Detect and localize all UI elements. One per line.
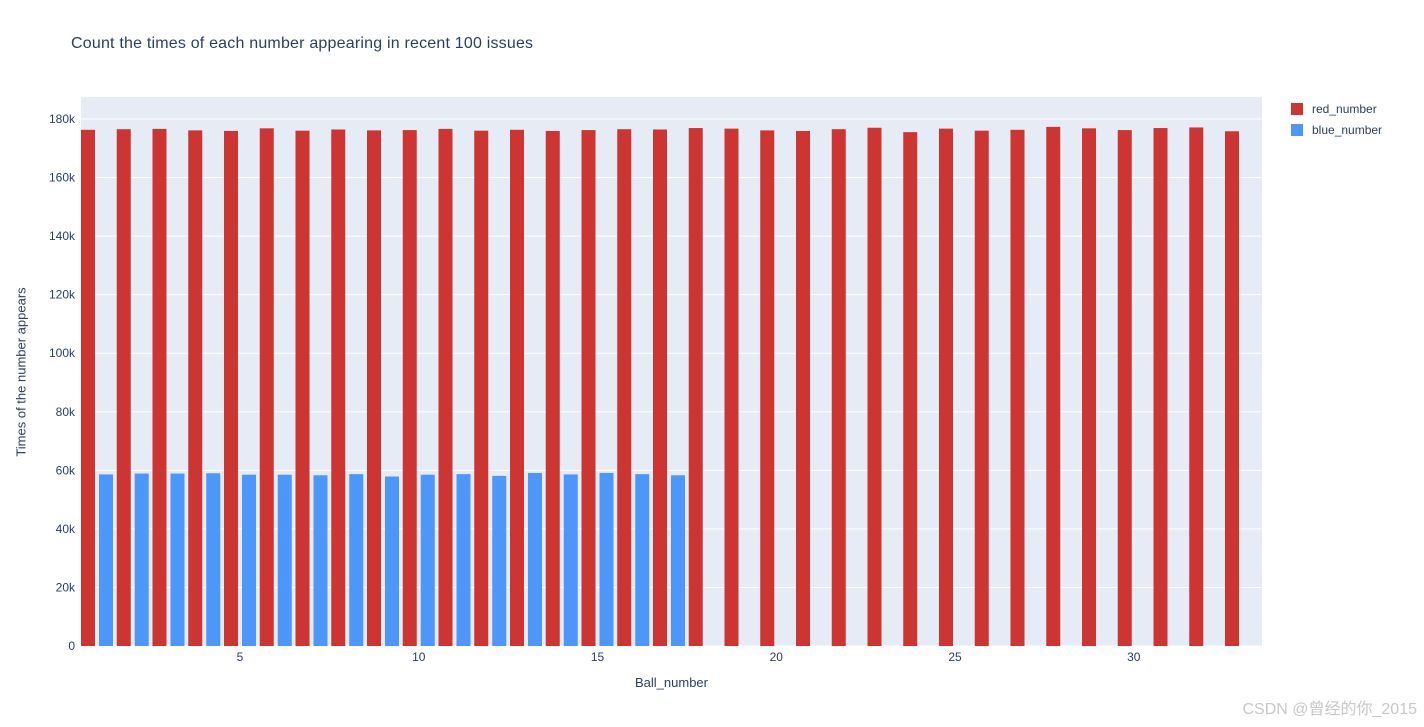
legend-swatch-blue [1291,124,1303,136]
bar-blue_number-2 [134,473,149,646]
bar-red_number-31 [1153,128,1168,646]
x-tick-label: 25 [948,650,962,664]
bar-blue_number-16 [635,474,650,646]
bar-blue_number-4 [206,473,221,646]
bar-red_number-25 [939,128,953,646]
bar-red_number-4 [188,130,203,646]
legend-item-red-number[interactable]: red_number [1291,102,1382,116]
x-tick-label: 15 [591,650,605,664]
x-axis-title: Ball_number [635,675,708,690]
y-tick-label: 180k [49,112,76,126]
bar-blue_number-1 [99,474,113,646]
bar-blue_number-6 [277,474,292,646]
bar-red_number-29 [1082,128,1096,647]
bar-red_number-33 [1225,131,1239,647]
y-tick-label: 80k [56,405,76,419]
bar-blue_number-17 [671,475,685,646]
bar-red_number-19 [724,128,739,646]
bar-blue_number-10 [420,474,435,646]
bar-red_number-26 [974,130,989,646]
bar-blue_number-5 [242,474,256,646]
bar-red_number-1 [81,129,95,647]
y-axis-title: Times of the number appears [13,287,29,457]
y-tick-label: 100k [49,346,76,360]
watermark: CSDN @曾经的你_2015 [1242,701,1417,718]
bar-red_number-7 [295,130,310,646]
bar-red_number-16 [617,129,632,646]
y-tick-label: 20k [56,580,76,594]
bar-red_number-8 [331,129,346,646]
bar-red_number-22 [831,129,846,646]
bar-red_number-20 [760,130,775,646]
bar-blue_number-9 [385,476,399,646]
bar-red_number-9 [367,130,381,646]
bar-red_number-28 [1046,126,1061,646]
bar-red_number-3 [152,128,167,646]
bar-red_number-2 [116,129,131,646]
bar-red_number-23 [867,127,882,646]
bar-blue_number-3 [170,473,185,646]
bar-blue_number-13 [528,472,542,646]
bar-red_number-30 [1117,130,1132,646]
bar-blue_number-12 [492,475,507,646]
bar-red_number-14 [545,130,560,647]
bar-red_number-18 [688,128,703,646]
bar-red_number-11 [438,128,453,646]
bar-red_number-24 [903,132,918,647]
bar-red_number-5 [224,130,238,647]
legend-swatch-red [1291,103,1303,115]
legend-label-red: red_number [1312,102,1377,116]
bar-red_number-12 [474,130,489,646]
y-tick-label: 40k [56,522,76,536]
y-tick-label: 120k [49,288,76,302]
legend-label-blue: blue_number [1312,123,1383,137]
bar-red_number-32 [1189,127,1204,647]
legend-item-blue-number[interactable]: blue_number [1291,123,1382,137]
bar-red_number-27 [1010,129,1025,647]
x-tick-label: 30 [1127,650,1141,664]
legend: red_number blue_number [1291,102,1382,137]
bar-blue_number-15 [599,472,614,646]
bar-red_number-10 [402,130,417,646]
bar-blue_number-8 [349,474,364,646]
y-tick-label: 0 [68,639,75,653]
bar-blue_number-14 [563,474,578,646]
x-tick-label: 20 [770,650,784,664]
x-tick-label: 10 [412,650,426,664]
bar-red_number-6 [259,128,274,647]
bar-red_number-15 [581,130,596,646]
chart-title: Count the times of each number appearing… [71,35,534,52]
y-tick-label: 60k [56,463,76,477]
y-tick-label: 160k [49,171,76,185]
x-tick-label: 5 [237,650,244,664]
bar-blue_number-7 [313,475,328,646]
y-tick-label: 140k [49,229,76,243]
bar-red_number-21 [796,130,810,647]
bar-red_number-17 [653,129,667,646]
bar-red_number-13 [510,129,524,647]
bar-blue_number-11 [456,474,471,646]
